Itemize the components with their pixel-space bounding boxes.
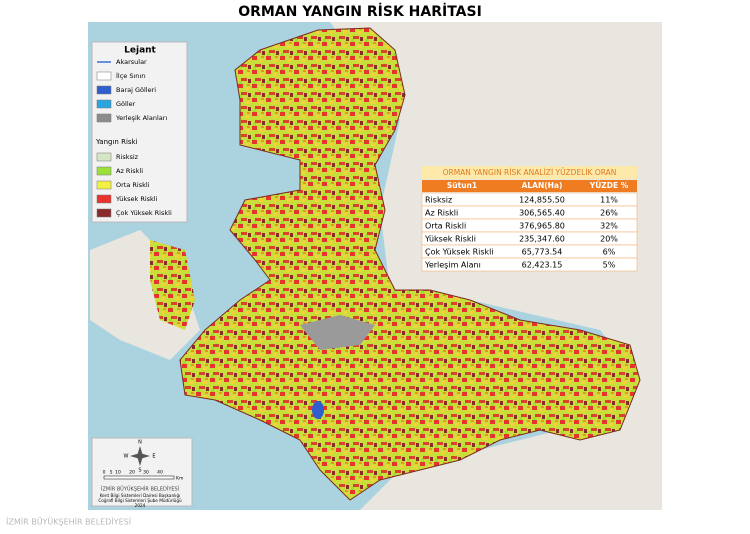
compass-rose <box>130 446 150 466</box>
legend-swatch <box>96 166 112 176</box>
watermark: İZMİR BÜYÜKŞEHİR BELEDİYESİ <box>6 517 131 527</box>
table-cell: 32% <box>600 222 618 231</box>
table-cell: Çok Yüksek Riskli <box>425 248 494 257</box>
table-row-bg <box>421 257 638 272</box>
legend-label: Çok Yüksek Riskli <box>116 209 172 217</box>
karaburun-peninsula <box>150 240 195 330</box>
scale-label: 0 <box>103 470 106 476</box>
scale-label: 40 <box>157 470 163 476</box>
legend-label: İlçe Sınırı <box>116 71 146 80</box>
table-title-bg <box>422 166 637 179</box>
compass-frame <box>91 437 193 507</box>
table-cell: 65,773.54 <box>522 248 563 257</box>
table-header-bg <box>422 180 637 192</box>
legend: Lejant Yangın Riski Akarsular İlçe Sınırı… <box>91 41 188 223</box>
table-cell: 376,965.80 <box>519 222 565 231</box>
table-cell: 26% <box>600 209 618 218</box>
table-cell: 235,347.60 <box>519 235 565 244</box>
province-risk-area <box>179 27 641 501</box>
table-cell: 124,855.50 <box>519 196 565 205</box>
table-cell: 62,423.15 <box>522 261 563 270</box>
credit-line: 2024 <box>135 503 146 508</box>
table-cell: 20% <box>600 235 618 244</box>
dam-lake <box>312 401 324 419</box>
legend-swatch <box>96 85 112 95</box>
legend-label: Yüksek Riskli <box>115 195 158 203</box>
table-cell: 11% <box>600 196 618 205</box>
legend-label: Baraj Gölleri <box>116 86 156 94</box>
legend-swatch <box>96 113 112 123</box>
urban-area <box>300 315 375 350</box>
legend-label: Göller <box>116 100 136 108</box>
legend-swatch <box>96 180 112 190</box>
legend-label: Yerleşik Alanları <box>115 114 167 122</box>
scale-bar <box>103 475 175 480</box>
table-cell: Yerleşim Alanı <box>424 261 481 270</box>
legend-swatch <box>96 99 112 109</box>
scale-unit: Km <box>176 476 183 482</box>
compass-e: E <box>152 454 155 460</box>
scale-label: 30 <box>143 470 149 476</box>
logo-text: İZMİR BÜYÜKŞEHİR BELEDİYESİ <box>101 486 179 493</box>
title-bar <box>0 2 750 22</box>
table-header: ALAN(Ha) <box>522 181 563 190</box>
table-title: ORMAN YANGIN RİSK ANALİZİ YÜZDELİK ORAN <box>443 168 617 177</box>
compass-n: N <box>138 440 142 446</box>
legend-swatch <box>96 194 112 204</box>
map-title: ORMAN YANGIN RİSK HARİTASI <box>238 3 482 20</box>
table-cell: 6% <box>603 248 616 257</box>
credit-line: Kent Bilgi Sistemleri Dairesi Başkanlığı <box>100 493 181 498</box>
legend-label: Orta Riskli <box>116 181 150 189</box>
legend-swatch <box>96 71 112 81</box>
compass-w: W <box>124 454 129 460</box>
credit-line: Coğrafi Bilgi Sistemleri Şube Müdürlüğü <box>98 498 182 503</box>
legend-title: Lejant <box>124 46 156 56</box>
table-cell: Orta Riskli <box>425 222 466 231</box>
compass-s: S <box>138 468 141 474</box>
compass-box: N S W E İZMİR BÜYÜKŞEHİR BELEDİYESİ 0 5 10… <box>91 437 193 508</box>
scale-label: 5 <box>110 470 113 476</box>
scale-label: 10 <box>115 470 121 476</box>
legend-swatch <box>96 208 112 218</box>
table-cell: Az Riskli <box>425 209 458 218</box>
legend-label: Akarsular <box>116 58 147 66</box>
legend-swatch <box>96 152 112 162</box>
legend-label: Risksiz <box>116 153 139 161</box>
legend-label: Az Riskli <box>116 167 143 175</box>
table-cell: 5% <box>603 261 616 270</box>
table-cell: 306,565.40 <box>519 209 565 218</box>
table-cell: Risksiz <box>425 196 452 205</box>
stats-table: ORMAN YANGIN RİSK ANALİZİ YÜZDELİK ORAN S… <box>421 166 638 272</box>
table-header: Sütun1 <box>447 181 477 190</box>
table-header: YÜZDE % <box>589 181 629 190</box>
table-cell: Yüksek Riskli <box>424 235 476 244</box>
risk-title: Yangın Riski <box>95 138 138 146</box>
scale-label: 20 <box>129 470 135 476</box>
